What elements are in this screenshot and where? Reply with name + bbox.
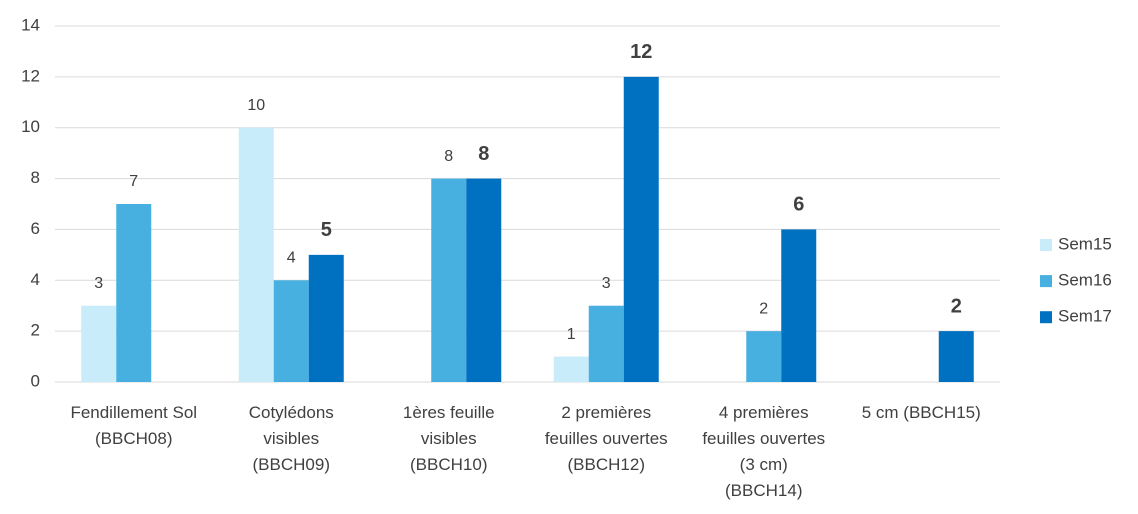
data-label: 7 xyxy=(129,173,138,190)
bar xyxy=(466,178,502,382)
bar xyxy=(553,356,589,382)
x-tick-label: 4 premières feuilles ouvertes (3 cm) (BB… xyxy=(702,403,826,500)
y-tick-label: 10 xyxy=(21,117,40,136)
bar xyxy=(81,305,117,382)
data-label: 8 xyxy=(444,148,453,165)
y-tick-label: 12 xyxy=(21,66,40,85)
bar xyxy=(431,178,467,382)
x-tick-label: 1ères feuille visibles (BBCH10) xyxy=(402,403,495,474)
x-tick-label: 2 premières feuilles ouvertes (BBCH12) xyxy=(544,403,668,474)
legend-swatch xyxy=(1040,239,1052,251)
data-label: 10 xyxy=(247,97,265,114)
bar xyxy=(238,127,274,382)
y-tick-label: 6 xyxy=(31,219,40,238)
x-tick-label: 5 cm (BBCH15) xyxy=(861,403,981,422)
x-tick-label: Fendillement Sol (BBCH08) xyxy=(70,403,198,448)
legend-label: Sem17 xyxy=(1058,307,1112,326)
legend-label: Sem15 xyxy=(1058,234,1112,253)
data-label: 4 xyxy=(287,250,296,267)
y-tick-label: 0 xyxy=(31,371,40,390)
data-label: 2 xyxy=(951,295,962,317)
data-label: 1 xyxy=(567,326,576,343)
data-label: 12 xyxy=(630,41,652,63)
data-label: 3 xyxy=(602,275,611,292)
bar xyxy=(781,229,817,382)
bar xyxy=(938,331,974,382)
x-tick-label: Cotylédons visibles (BBCH09) xyxy=(248,403,334,474)
bar xyxy=(623,76,659,382)
legend-swatch xyxy=(1040,275,1052,288)
bar xyxy=(588,305,624,382)
y-tick-label: 2 xyxy=(31,321,40,340)
bar xyxy=(116,204,152,382)
data-label: 3 xyxy=(94,275,103,292)
legend-swatch xyxy=(1040,311,1052,324)
data-label: 5 xyxy=(321,219,332,241)
y-tick-label: 14 xyxy=(21,15,40,34)
data-label: 8 xyxy=(478,143,489,165)
bar xyxy=(308,254,344,382)
legend-label: Sem16 xyxy=(1058,271,1112,290)
data-label: 2 xyxy=(759,300,768,317)
bar xyxy=(273,280,309,382)
y-tick-label: 8 xyxy=(31,168,40,187)
bar xyxy=(746,331,782,382)
y-tick-label: 4 xyxy=(31,270,40,289)
data-label: 6 xyxy=(793,194,804,216)
